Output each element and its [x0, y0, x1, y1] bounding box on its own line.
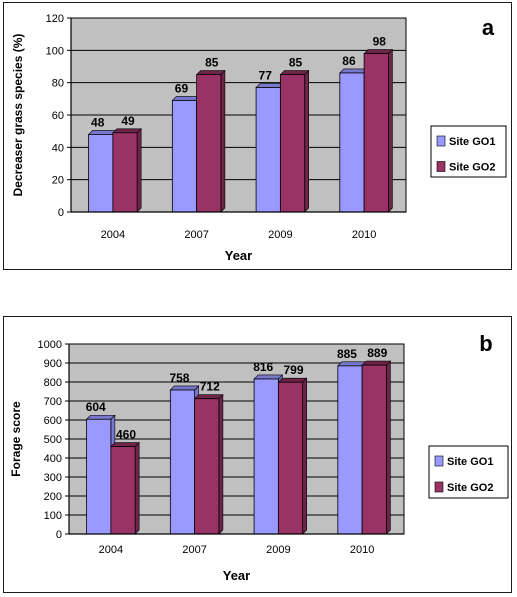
- bar-top: [193, 394, 224, 400]
- y-tick-label: 60: [52, 110, 64, 122]
- bar-top: [110, 442, 140, 447]
- bar-site-go1: [253, 378, 279, 535]
- panel-label: a: [482, 15, 495, 40]
- y-tick-label: 0: [56, 529, 62, 541]
- data-label: 712: [200, 380, 220, 394]
- y-tick-label: 600: [44, 415, 62, 427]
- bar-top: [363, 49, 394, 54]
- data-label: 799: [284, 363, 304, 377]
- bar-top: [112, 128, 142, 134]
- bar-side: [134, 441, 140, 535]
- x-tick-label: 2010: [352, 229, 376, 241]
- chart-panel-b: 0 100 200 300 400 500 600 700 800 900 1000 2004 604 4…: [3, 316, 512, 593]
- y-tick-label: 500: [44, 434, 62, 446]
- y-axis-title: Forage score: [9, 401, 23, 477]
- data-label: 885: [337, 347, 357, 361]
- bar-side: [386, 360, 391, 535]
- x-tick-label: 2010: [350, 544, 374, 556]
- y-tick-label: 800: [44, 377, 62, 389]
- y-tick-label: 400: [44, 453, 62, 465]
- data-label: 86: [342, 54, 356, 68]
- bar-top: [277, 377, 308, 383]
- y-tick-label: 20: [52, 175, 64, 187]
- bar-top: [195, 70, 226, 75]
- x-tick-label: 2009: [268, 229, 292, 241]
- y-tick-label: 900: [44, 358, 62, 370]
- data-label: 816: [253, 360, 273, 374]
- bar-site-go2: [363, 53, 389, 213]
- y-tick-label: 700: [44, 396, 62, 408]
- bar-top: [279, 70, 310, 75]
- y-tick-label: 80: [52, 78, 64, 90]
- bar-side: [218, 393, 224, 535]
- bar-site-go1: [86, 418, 112, 535]
- y-tick-label: 100: [44, 510, 62, 522]
- bar-site-go2: [277, 381, 304, 535]
- bar-site-go1: [339, 72, 365, 213]
- x-axis-title: Year: [223, 568, 250, 583]
- bar-top: [361, 360, 392, 366]
- legend-label: Site GO1: [447, 456, 493, 468]
- x-tick-label: 2007: [184, 229, 208, 241]
- y-tick-label: 100: [46, 45, 64, 57]
- bar-site-go2: [110, 446, 136, 535]
- data-label: 85: [205, 56, 219, 70]
- chart-b-svg: 0 100 200 300 400 500 600 700 800 900 1000 2004 604 4…: [9, 331, 509, 583]
- y-tick-label: 0: [58, 207, 64, 219]
- legend-label: Site GO1: [449, 136, 495, 148]
- legend-swatch: [434, 455, 444, 467]
- bar-site-go2: [196, 74, 222, 213]
- legend-label: Site GO2: [449, 162, 495, 174]
- bar-top: [85, 414, 116, 420]
- x-tick-label: 2007: [182, 544, 206, 556]
- bar-top: [169, 385, 200, 391]
- y-axis-title: Decreaser grass species (%): [11, 34, 25, 197]
- data-label: 77: [259, 69, 273, 83]
- legend-swatch: [436, 161, 446, 172]
- y-tick-label: 200: [44, 491, 62, 503]
- chart-panel-a: 0 20 40 60 80 100 120 2004 48 49 2007 69 85 2009 77 85 2…: [3, 2, 512, 270]
- bar-top: [253, 374, 284, 380]
- bar-site-go1: [337, 365, 363, 535]
- bar-site-go1: [169, 389, 196, 535]
- panel-label: b: [479, 331, 492, 356]
- chart-a-svg: 0 20 40 60 80 100 120 2004 48 49 2007 69 85 2009 77 85 2…: [11, 13, 507, 263]
- y-tick-label: 120: [46, 13, 64, 25]
- data-label: 889: [367, 346, 387, 360]
- legend-swatch: [434, 481, 444, 493]
- data-label: 604: [86, 400, 106, 414]
- bar-side: [302, 377, 307, 535]
- y-tick-label: 40: [52, 142, 64, 154]
- legend-label: Site GO2: [447, 482, 493, 494]
- data-label: 460: [116, 428, 136, 442]
- bar-site-go1: [255, 87, 281, 213]
- legend-swatch: [436, 135, 446, 147]
- bar-site-go1: [88, 133, 114, 213]
- bar-side: [136, 128, 142, 213]
- bar-site-go2: [194, 398, 220, 535]
- bar-site-go2: [112, 132, 138, 213]
- bar-site-go1: [171, 100, 198, 213]
- bar-side: [388, 48, 393, 213]
- data-label: 49: [121, 114, 135, 128]
- x-axis-title: Year: [225, 248, 252, 263]
- y-tick-label: 1000: [38, 339, 62, 351]
- data-label: 98: [373, 35, 387, 49]
- data-label: 48: [91, 115, 105, 129]
- data-label: 85: [289, 56, 303, 70]
- bar-site-go2: [361, 364, 387, 535]
- bar-side: [220, 69, 226, 213]
- data-label: 69: [175, 81, 189, 95]
- bar-side: [304, 69, 309, 213]
- x-tick-label: 2004: [101, 229, 125, 241]
- bar-site-go2: [279, 74, 306, 213]
- data-label: 758: [169, 371, 189, 385]
- y-tick-label: 300: [44, 472, 62, 484]
- x-tick-label: 2009: [266, 544, 290, 556]
- x-tick-label: 2004: [99, 544, 123, 556]
